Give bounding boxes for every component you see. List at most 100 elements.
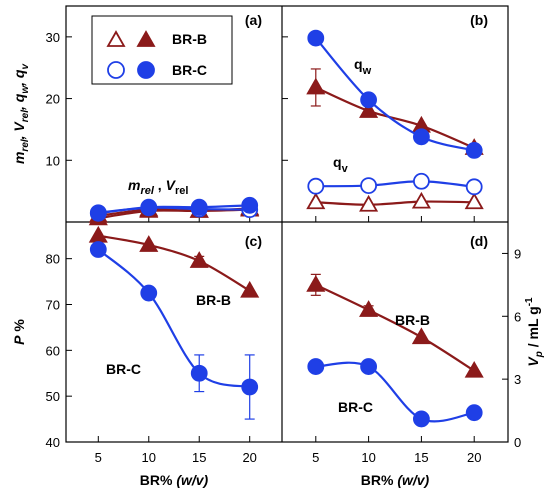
y-tick-label: 0 [514,435,521,450]
legend-label-brb: BR-B [172,31,207,47]
panel-c-label-brc: BR-C [106,361,141,377]
y-tick-label: 70 [46,298,60,313]
data-point-circle [307,29,325,47]
series-line-br-c-main [97,248,250,389]
series-line-br-c-q_w [314,37,475,152]
data-point-circle [89,241,107,258]
data-point-circle [413,172,430,190]
x-label-left-main: BR% [140,472,173,488]
panel-b-tag: (b) [470,12,488,28]
label-qw-sub: w [362,65,372,77]
y-tick-label: 3 [514,372,521,387]
x-tick-label: 15 [192,450,206,465]
x-axis-label-right: BR% (w/v) [361,472,430,488]
series-line-br-b-q_w [315,86,475,149]
x-tick-label: 5 [312,450,319,465]
data-point-circle [465,142,483,159]
x-tick-label: 15 [414,450,428,465]
data-point-circle [360,177,377,194]
data-point-triangle [88,225,108,243]
legend-marker-circle [137,61,155,79]
series-line-br-b-main [98,234,251,292]
data-point-circle [413,410,430,428]
data-point-triangle [359,300,379,317]
data-point-circle [307,358,325,375]
y-tick-label: 9 [514,246,521,261]
legend: BR-B BR-C [91,15,233,85]
series-line-br-c-v_rel [98,204,250,215]
y-axis-label-top: mrel, Vrel, qw, qv [11,63,31,165]
data-point-circle [465,178,483,196]
x-tick-label: 10 [361,450,375,465]
panel-d-tag: (d) [470,233,488,249]
series-line-br-c-main [315,361,475,423]
data-point-circle [465,404,483,422]
data-point-circle [89,204,107,222]
data-point-triangle [306,275,326,292]
panel-c-tag: (c) [245,233,262,249]
data-point-circle [360,91,377,109]
data-point-triangle [139,235,159,252]
x-label-right-unit: (w/v) [397,472,429,488]
y-tick-label: 80 [46,252,60,267]
data-point-circle [140,198,158,216]
label-qv: qv [333,154,349,175]
panel-d-label-brb: BR-B [395,312,430,328]
annotation-v: V [166,177,177,193]
panel-d-label-brc: BR-C [338,399,373,415]
label-qv-sub: v [342,163,349,175]
annotation-sep: , [154,177,166,193]
x-axis-label-left: BR% (w/v) [140,472,209,488]
annotation-v-sub: rel [175,185,188,197]
x-label-right-main: BR% [361,472,394,488]
data-point-triangle [464,192,484,210]
panel-a-annotation: mrel , Vrel [128,177,188,197]
panel-c-label-brb: BR-B [196,292,231,308]
y-tick-label: 40 [46,435,60,450]
legend-label-brc: BR-C [172,62,207,78]
label-qv-main: q [333,154,342,170]
data-point-circle [241,378,259,396]
data-point-triangle [359,194,379,212]
tick-layer: 10 20 30 5 10 15 20 40 50 60 70 80 5 10 15 20 0 3 6 9 [46,30,522,465]
y-tick-label: 50 [46,389,60,404]
annotation-m-sub: rel [140,185,154,197]
data-point-circle [190,364,208,382]
label-qw: qw [354,56,372,77]
y-tick-label: 6 [514,309,521,324]
x-label-left-unit: (w/v) [176,472,208,488]
data-point-circle [241,196,259,214]
x-tick-label: 5 [95,450,102,465]
data-point-triangle [306,77,326,95]
series-line-br-c-q_v [315,180,475,188]
label-qw-main: q [354,56,363,72]
data-point-circle [307,177,325,195]
data-point-triangle [464,360,484,378]
y-axis-label-c: P % [11,319,27,345]
data-point-circle [413,128,430,146]
legend-marker-triangle [136,30,156,47]
x-tick-label: 20 [467,450,481,465]
series-line-br-b-main [315,283,475,372]
data-point-triangle [359,101,379,118]
y-tick-label: 60 [46,343,60,358]
y-tick-label: 20 [46,92,60,107]
x-tick-label: 10 [142,450,156,465]
legend-marker-triangle [106,30,126,47]
data-point-triangle [306,192,326,210]
legend-markers [106,30,156,79]
series-layer [88,29,484,428]
legend-marker-circle [107,61,125,79]
series-line-br-b-q_v [315,200,475,206]
y-axis-label-d: Vp / mL g-1 [524,297,545,367]
plot-frame [65,5,509,443]
data-point-triangle [240,280,260,298]
data-point-circle [190,198,208,216]
data-point-triangle [411,191,431,209]
data-point-triangle [189,251,209,268]
annotation-m: m [128,177,140,193]
y-tick-label: 30 [46,30,60,45]
y-tick-label: 10 [46,153,60,168]
data-point-triangle [411,327,431,345]
